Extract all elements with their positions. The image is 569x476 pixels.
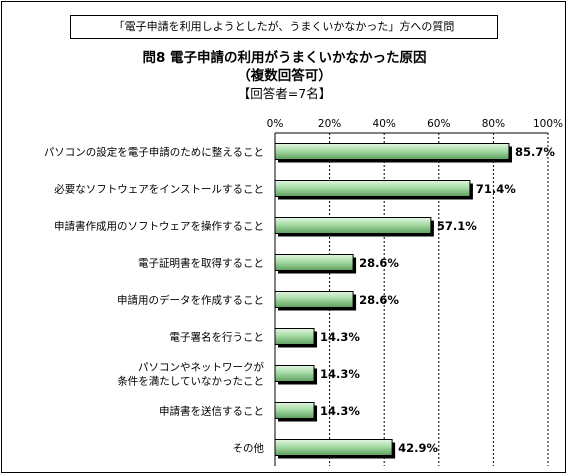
category-label: 申請用のデータを作成すること <box>117 294 264 307</box>
x-tick-label: 0% <box>267 118 284 130</box>
data-label: 14.3% <box>320 367 360 381</box>
bar <box>274 291 354 308</box>
category-label: 電子証明書を取得すること <box>138 257 264 270</box>
data-label: 42.9% <box>398 441 438 455</box>
data-label: 14.3% <box>320 330 360 344</box>
x-tick-label: 20% <box>318 118 341 130</box>
data-label: 14.3% <box>320 404 360 418</box>
bar <box>274 254 354 271</box>
category-label: 申請書作成用のソフトウェアを操作すること <box>54 220 264 233</box>
bar <box>274 439 393 456</box>
data-label: 28.6% <box>359 293 399 307</box>
category-label: 申請書を送信すること <box>159 405 264 418</box>
data-label: 28.6% <box>359 256 399 270</box>
bar <box>274 365 315 382</box>
data-label: 71.4% <box>476 182 516 196</box>
chart-title: 問8 電子申請の利用がうまくいかなかった原因 <box>142 50 427 66</box>
bar <box>274 180 471 197</box>
x-tick-label: 100% <box>533 118 563 130</box>
bar <box>274 402 315 419</box>
bar <box>274 328 315 345</box>
data-label: 85.7% <box>515 145 555 159</box>
chart-subtitle: （複数回答可） <box>237 68 332 84</box>
x-tick-label: 40% <box>373 118 396 130</box>
x-tick-label: 80% <box>482 118 505 130</box>
survey-banner: 「電子申請を利用しようとしたが、うまくいかなかった」方への質問 <box>70 15 498 39</box>
respondent-count: 【回答者=7名】 <box>237 86 332 101</box>
x-tick-label: 60% <box>427 118 450 130</box>
category-label: その他 <box>233 442 265 455</box>
bar <box>274 217 432 234</box>
category-label: 必要なソフトウェアをインストールすること <box>54 183 264 196</box>
category-label: パソコンの設定を電子申請のために整えること <box>44 146 264 159</box>
category-label: パソコンやネットワークが条件を満たしていなかったこと <box>117 361 264 388</box>
data-label: 57.1% <box>437 219 477 233</box>
category-label: 電子署名を行うこと <box>170 331 265 344</box>
bar <box>274 143 510 160</box>
